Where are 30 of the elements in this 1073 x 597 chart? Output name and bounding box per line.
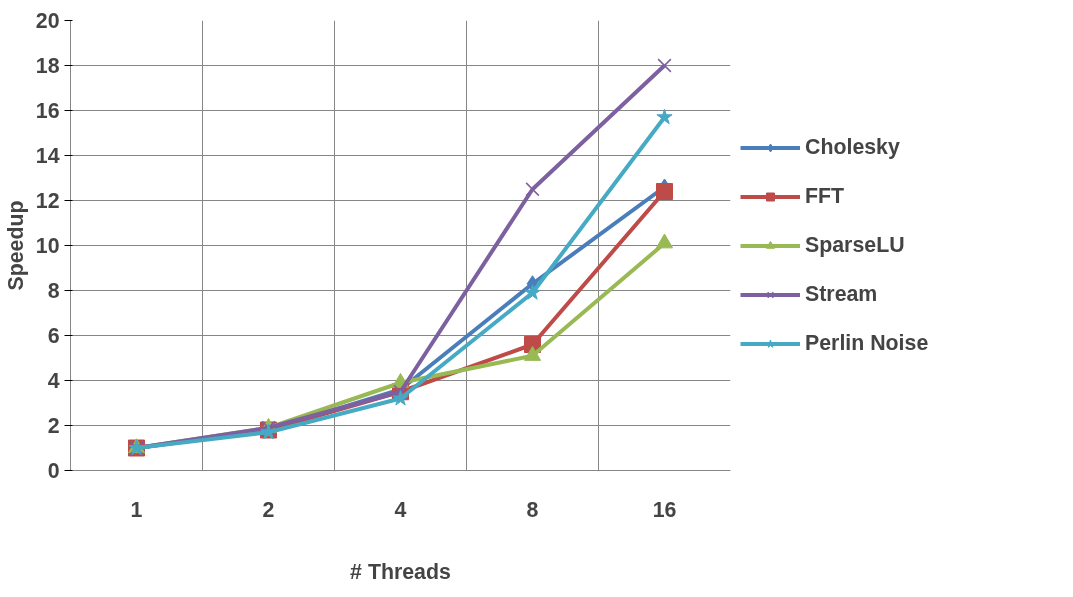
point: [524, 284, 541, 300]
y-tick-label: 12: [35, 189, 60, 213]
point: [656, 108, 673, 125]
point: [525, 182, 540, 197]
y-tick-label: 10: [35, 234, 60, 258]
point: [656, 183, 673, 200]
x-tick-label: 4: [394, 497, 407, 522]
legend-label: Stream: [805, 281, 878, 307]
y-tick-label: 18: [35, 54, 60, 78]
y-tick-label: 0: [47, 459, 60, 483]
y-tick-label: 20: [35, 9, 60, 33]
y-tick-label: 14: [35, 144, 60, 168]
x-tick-label: 2: [262, 497, 275, 522]
legend-label: FFT: [805, 183, 845, 209]
x-axis-title: # Threads: [350, 559, 451, 584]
x-tick-label: 8: [526, 497, 539, 522]
y-tick-label: 4: [47, 369, 60, 393]
y-tick-label: 6: [47, 324, 60, 348]
y-tick-label: 8: [47, 279, 60, 303]
y-tick-label: 16: [35, 99, 60, 123]
y-axis-title: Speedup: [3, 200, 28, 291]
x-tick-label: 1: [130, 497, 143, 522]
legend-label: Cholesky: [805, 134, 900, 160]
legend-label: Perlin Noise: [805, 330, 929, 356]
legend-label: SparseLU: [805, 232, 905, 258]
point: [524, 346, 541, 361]
point: [657, 58, 672, 73]
y-tick-label: 2: [47, 414, 60, 438]
point: [656, 233, 673, 249]
x-tick-label: 16: [652, 497, 677, 522]
